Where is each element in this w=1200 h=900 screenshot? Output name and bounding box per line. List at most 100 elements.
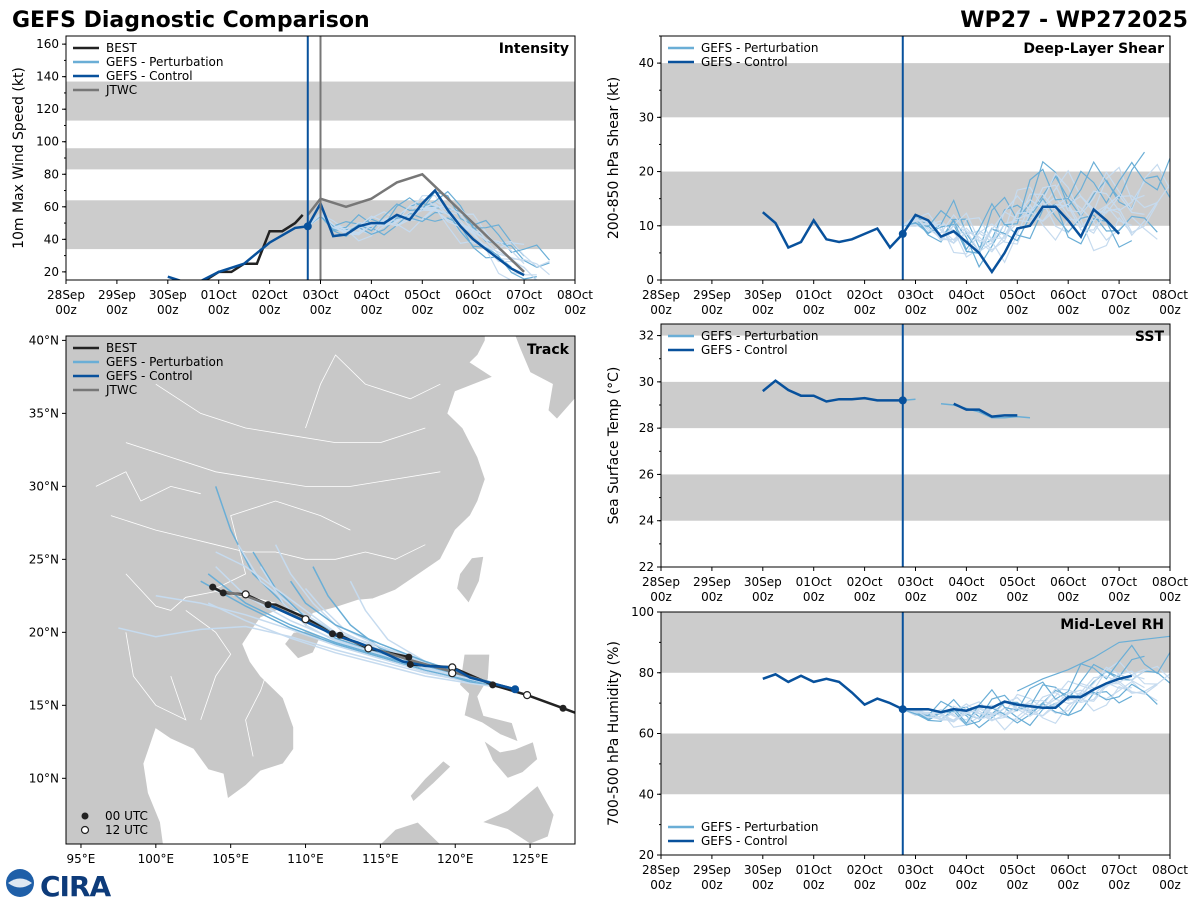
y-tick-label: 15°N: [29, 698, 59, 712]
x-tick-sublabel: 00z: [752, 878, 774, 892]
x-tick-sublabel: 00z: [905, 878, 927, 892]
x-tick-label: 30Sep: [744, 575, 782, 589]
x-tick-label: 28Sep: [642, 575, 680, 589]
panel-title: Mid-Level RH: [1060, 617, 1164, 633]
y-tick-label: 60: [44, 200, 59, 214]
x-tick-label: 07Oct: [506, 288, 542, 302]
x-tick-label: 08Oct: [1152, 575, 1188, 589]
x-tick-sublabel: 00z: [55, 303, 77, 317]
y-tick-label: 80: [44, 167, 59, 181]
best-12utc-marker: [241, 590, 250, 599]
category-band: [661, 474, 1170, 521]
y-tick-label: 32: [639, 329, 654, 343]
land-palawan: [409, 760, 452, 803]
x-tick-sublabel: 00z: [208, 303, 230, 317]
legend-label: JTWC: [105, 83, 137, 97]
legend-label: GEFS - Control: [701, 834, 788, 848]
legend-label: JTWC: [105, 383, 137, 397]
best-00utc-marker: [264, 601, 272, 609]
legend-label: GEFS - Control: [106, 369, 193, 383]
x-tick-label: 05Oct: [404, 288, 440, 302]
perturbation-track: [207, 602, 516, 691]
legend-label: GEFS - Control: [106, 69, 193, 83]
panel-title: Intensity: [499, 41, 569, 57]
control-track: [267, 603, 516, 691]
x-tick-label: 120°E: [437, 852, 474, 866]
x-tick-label: 07Oct: [1101, 288, 1137, 302]
land-borneo: [298, 821, 441, 844]
x-tick-label: 03Oct: [897, 288, 933, 302]
best-00utc-marker: [209, 583, 217, 591]
intensity-panel: 28Sep00z29Sep00z30Sep00z01Oct00z02Oct00z…: [11, 35, 593, 317]
shear-panel: 28Sep00z29Sep00z30Sep00z01Oct00z02Oct00z…: [606, 35, 1188, 317]
x-tick-sublabel: 00z: [1159, 878, 1181, 892]
y-tick-label: 60: [639, 727, 654, 741]
x-tick-label: 30Sep: [149, 288, 187, 302]
plot-area: [762, 379, 1031, 419]
x-tick-label: 06Oct: [455, 288, 491, 302]
x-tick-sublabel: 00z: [752, 303, 774, 317]
best-00utc-marker: [328, 630, 336, 638]
y-tick-label: 10: [639, 219, 654, 233]
y-tick-label: 140: [36, 70, 59, 84]
axes-frame: [65, 335, 576, 845]
x-tick-label: 04Oct: [948, 575, 984, 589]
y-tick-label: 40: [639, 787, 654, 801]
x-tick-label: 04Oct: [353, 288, 389, 302]
perturbation-member-line: [902, 181, 1146, 253]
x-tick-label: 08Oct: [1152, 288, 1188, 302]
plot-area: [762, 635, 1170, 731]
legend-label: 12 UTC: [105, 823, 148, 837]
x-tick-sublabel: 00z: [650, 303, 672, 317]
x-tick-sublabel: 00z: [701, 878, 723, 892]
x-tick-sublabel: 00z: [564, 303, 586, 317]
x-tick-label: 07Oct: [1101, 575, 1137, 589]
noaa-wave-icon: [8, 878, 32, 888]
x-tick-label: 02Oct: [847, 575, 883, 589]
legend-label: GEFS - Perturbation: [701, 820, 818, 834]
admin-border: [125, 632, 187, 721]
x-tick-sublabel: 00z: [1057, 303, 1079, 317]
land-visayas: [482, 739, 539, 779]
x-tick-sublabel: 00z: [462, 303, 484, 317]
x-tick-label: 115°E: [362, 852, 399, 866]
x-tick-label: 04Oct: [948, 288, 984, 302]
y-tick-label: 30: [639, 110, 654, 124]
x-tick-label: 29Sep: [693, 575, 731, 589]
x-tick-label: 04Oct: [948, 863, 984, 877]
x-tick-sublabel: 00z: [701, 590, 723, 604]
perturbation-track: [207, 573, 516, 691]
analysis-point: [898, 229, 907, 238]
y-tick-label: 20: [639, 848, 654, 862]
y-tick-label: 24: [639, 514, 654, 528]
x-tick-sublabel: 00z: [1159, 590, 1181, 604]
x-tick-label: 02Oct: [847, 863, 883, 877]
best-00utc-marker: [219, 589, 227, 597]
x-tick-sublabel: 00z: [803, 878, 825, 892]
best-00utc-marker: [559, 704, 567, 712]
cira-wordmark: CIRA: [40, 870, 112, 900]
admin-border: [215, 500, 351, 589]
legend-label: GEFS - Perturbation: [701, 329, 818, 343]
admin-border: [245, 617, 277, 757]
x-tick-label: 28Sep: [642, 863, 680, 877]
perturbation-member-line: [902, 203, 1133, 264]
y-tick-label: 30: [639, 375, 654, 389]
admin-border: [95, 471, 201, 502]
legend-label: GEFS - Perturbation: [106, 55, 223, 69]
perturbation-member-line: [902, 668, 1145, 720]
legend-12utc-marker: [80, 825, 90, 835]
x-tick-label: 08Oct: [557, 288, 593, 302]
x-tick-sublabel: 00z: [752, 590, 774, 604]
best-12utc-marker: [364, 644, 373, 653]
x-tick-sublabel: 00z: [905, 590, 927, 604]
x-tick-sublabel: 00z: [956, 590, 978, 604]
x-tick-sublabel: 00z: [259, 303, 281, 317]
x-tick-label: 01Oct: [201, 288, 237, 302]
perturbation-member-line: [902, 196, 1133, 253]
y-tick-label: 22: [639, 560, 654, 574]
x-tick-sublabel: 00z: [1007, 878, 1029, 892]
land-korea: [514, 336, 575, 420]
jtwc-forecast-line: [306, 172, 525, 273]
y-tick-label: 80: [639, 666, 654, 680]
